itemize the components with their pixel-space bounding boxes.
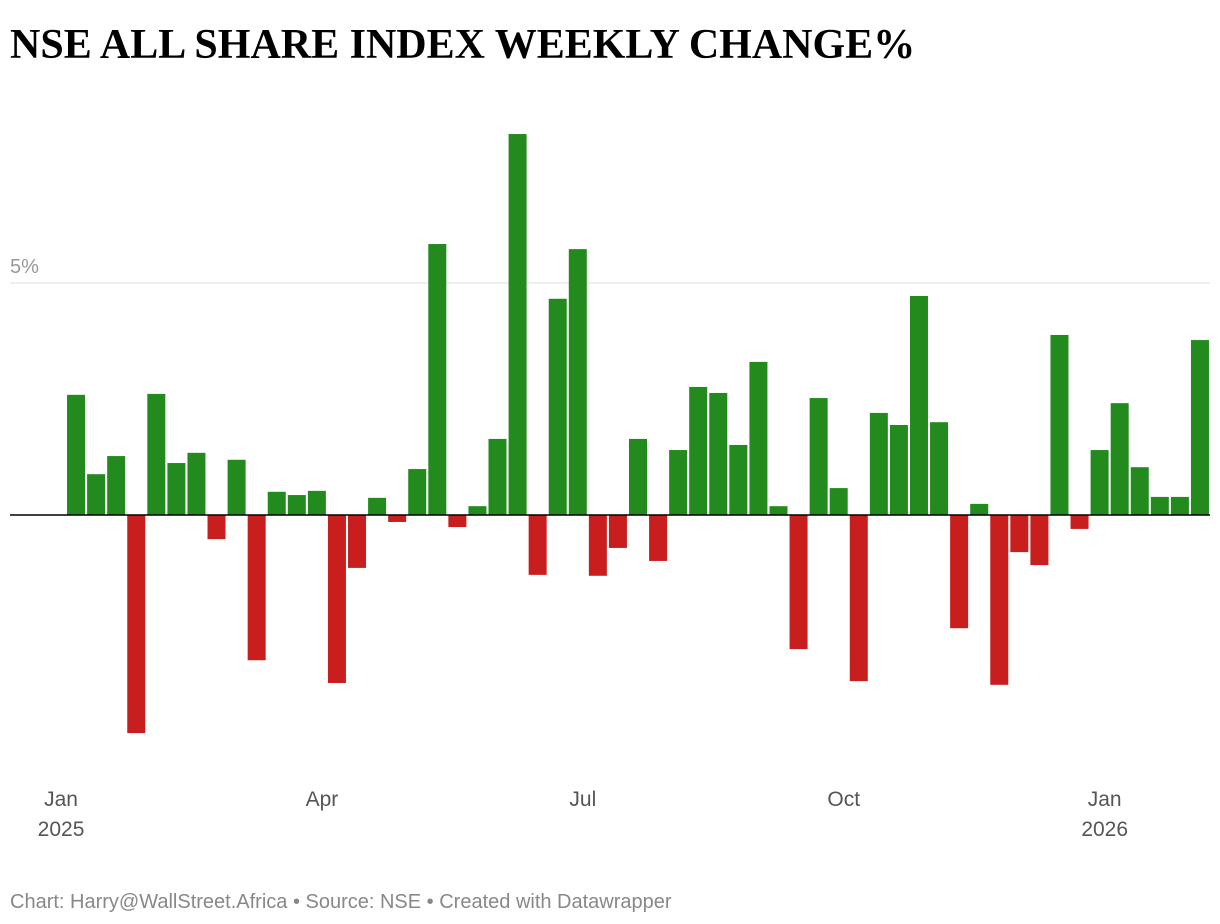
x-tick-label: Jan 2025 bbox=[38, 788, 85, 841]
x-tick-label: Jan 2026 bbox=[1081, 788, 1128, 841]
bar bbox=[970, 503, 989, 515]
bar bbox=[1090, 450, 1109, 515]
bar bbox=[829, 488, 848, 515]
bar bbox=[729, 444, 748, 515]
bar bbox=[368, 497, 387, 515]
bar bbox=[408, 469, 427, 515]
bar bbox=[307, 490, 326, 515]
footer: Chart: Harry@WallStreet.Africa • Source:… bbox=[10, 891, 672, 913]
chart-title: NSE ALL SHARE INDEX WEEKLY CHANGE% bbox=[10, 22, 915, 68]
bar bbox=[287, 495, 306, 515]
bar bbox=[1170, 496, 1189, 515]
bar bbox=[849, 515, 868, 682]
bar bbox=[468, 506, 487, 515]
bar bbox=[448, 515, 467, 528]
bar bbox=[1010, 515, 1029, 553]
bar bbox=[789, 515, 808, 650]
bar bbox=[588, 515, 607, 576]
bar bbox=[769, 506, 788, 515]
bar bbox=[528, 515, 547, 575]
x-tick-label: Jul bbox=[569, 788, 596, 811]
bar bbox=[167, 463, 186, 515]
bar bbox=[327, 515, 346, 683]
bar bbox=[930, 422, 949, 515]
bar bbox=[508, 134, 527, 515]
bar bbox=[107, 456, 126, 515]
bar bbox=[348, 515, 367, 568]
bar bbox=[1070, 515, 1089, 529]
bar bbox=[909, 295, 928, 515]
bar bbox=[649, 515, 668, 561]
bar bbox=[388, 515, 407, 522]
bar bbox=[67, 394, 86, 515]
bar bbox=[247, 515, 266, 661]
bar bbox=[548, 298, 567, 515]
bar bbox=[187, 452, 206, 515]
bar bbox=[147, 393, 166, 515]
bar bbox=[749, 361, 768, 515]
bar bbox=[428, 244, 447, 516]
bar bbox=[127, 515, 146, 734]
bar bbox=[1190, 340, 1209, 515]
bar bbox=[267, 491, 286, 515]
bar bbox=[207, 515, 226, 540]
bar bbox=[1030, 515, 1049, 566]
bar bbox=[950, 515, 969, 629]
bar bbox=[1110, 403, 1129, 515]
y-tick-label: 5% bbox=[10, 256, 39, 278]
bar bbox=[629, 438, 647, 515]
bar bbox=[1150, 496, 1169, 515]
bar bbox=[869, 412, 888, 515]
bar bbox=[889, 424, 908, 515]
bar bbox=[1130, 467, 1149, 515]
bar bbox=[990, 515, 1009, 685]
bar bbox=[608, 515, 627, 548]
x-tick-label: Oct bbox=[827, 788, 860, 811]
bar bbox=[809, 398, 828, 515]
bar bbox=[227, 459, 246, 515]
bar bbox=[568, 249, 587, 516]
bar bbox=[689, 386, 708, 515]
x-tick-label: Apr bbox=[306, 788, 339, 811]
bar bbox=[87, 474, 106, 515]
bar bbox=[709, 392, 728, 515]
bar bbox=[1050, 334, 1069, 515]
bar bbox=[488, 438, 507, 515]
bar bbox=[669, 450, 688, 515]
